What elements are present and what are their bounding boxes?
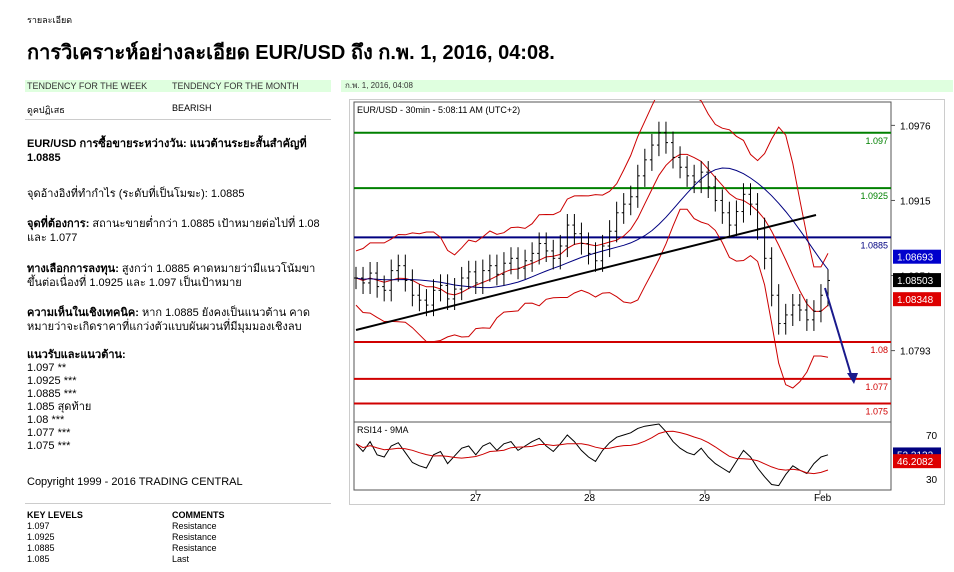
pivot-text: จุดอ้างอิงที่ทำกำไร (ระดับที่เป็นโมฆะ): … xyxy=(27,188,245,200)
alternative-label: ทางเลือกการลงทุน: xyxy=(27,263,119,275)
price-axis-label: 1.0915 xyxy=(900,196,931,207)
alternative-text: สูงกว่า 1.0885 คาดหมายว่ามีแนวโน้มขาขึ้น… xyxy=(27,263,316,289)
x-axis-label: 27 xyxy=(470,493,482,504)
rsi-axis-label: 70 xyxy=(926,431,938,442)
level-item: 1.097 ** xyxy=(27,362,67,374)
tab-tendency-week[interactable]: TENDENCY FOR THE WEEK xyxy=(27,81,148,91)
key-levels-header: KEY LEVELS xyxy=(27,510,83,520)
divider xyxy=(25,503,331,504)
long-moving-average xyxy=(355,167,829,289)
price-axis-label: 1.0793 xyxy=(900,347,931,358)
trend-value: BEARISH xyxy=(172,103,212,113)
price-tag xyxy=(893,273,941,288)
page-title: การวิเคราะห์อย่างละเอียด EUR/USD ถึง ก.พ… xyxy=(27,42,555,64)
x-axis-label: Feb xyxy=(814,493,832,504)
key-level-comment: Resistance xyxy=(172,521,217,531)
comments-col: COMMENTS Resistance Resistance Resistanc… xyxy=(172,510,225,565)
rsi-value-tag xyxy=(893,454,941,469)
tendency-tabs: TENDENCY FOR THE WEEK TENDENCY FOR THE M… xyxy=(25,80,331,92)
price-axis-label: 1.0976 xyxy=(900,121,931,132)
level-item: 1.077 *** xyxy=(27,427,71,439)
level-item: 1.085 สุดท้าย xyxy=(27,401,92,413)
level-label: 1.0925 xyxy=(860,191,888,201)
price-tag-label: 1.08693 xyxy=(897,253,934,264)
level-label: 1.075 xyxy=(865,407,888,417)
chart-container: EUR/USD - 30min - 5:08:11 AM (UTC+2) RSI… xyxy=(349,86,945,505)
technical-comment: ความเห็นในเชิงเทคนิค: หาก 1.0885 ยังคงเป… xyxy=(27,306,327,334)
moving-average xyxy=(355,153,829,312)
price-chart: EUR/USD - 30min - 5:08:11 AM (UTC+2) RSI… xyxy=(353,86,941,504)
levels-title: แนวรับและแนวต้าน: xyxy=(27,349,126,361)
chart-title: EUR/USD - 30min - 5:08:11 AM (UTC+2) xyxy=(357,105,520,115)
key-level-comment: Resistance xyxy=(172,532,217,542)
uptrend-line xyxy=(355,214,817,331)
comment-label: ความเห็นในเชิงเทคนิค: xyxy=(27,307,139,319)
rsi-value-label: 46.2082 xyxy=(897,457,934,468)
price-tag xyxy=(893,249,941,264)
key-level-value: 1.097 xyxy=(27,521,50,531)
tab-tendency-month[interactable]: TENDENCY FOR THE MONTH xyxy=(172,81,299,91)
key-levels-col: KEY LEVELS 1.097 1.0925 1.0885 1.085 xyxy=(27,510,83,565)
level-label: 1.097 xyxy=(865,136,888,146)
comment-text: หาก 1.0885 ยังคงเป็นแนวต้าน คาดหมายว่าจะ… xyxy=(27,307,310,333)
preferred-scenario: จุดที่ต้องการ: สถานะขายต่ำกว่า 1.0885 เป… xyxy=(27,217,327,245)
analysis-headline: EUR/USD การซื้อขายระหว่างวัน: แนวต้านระย… xyxy=(27,138,307,164)
level-label: 1.08 xyxy=(870,345,888,355)
level-label: 1.0885 xyxy=(860,240,888,250)
alternative-scenario: ทางเลือกการลงทุน: สูงกว่า 1.0885 คาดหมาย… xyxy=(27,262,327,290)
rsi-title: RSI14 - 9MA xyxy=(357,425,409,435)
rsi-line xyxy=(355,423,829,487)
upper-band xyxy=(355,86,829,268)
key-level-value: 1.0925 xyxy=(27,532,55,542)
price-tag-label: 1.08503 xyxy=(897,276,934,287)
level-item: 1.0925 *** xyxy=(27,375,77,387)
x-axis-label: 28 xyxy=(584,493,596,504)
level-item: 1.0885 *** xyxy=(27,388,77,400)
copyright: Copyright 1999 - 2016 TRADING CENTRAL xyxy=(27,476,243,488)
rsi-axis-label: 30 xyxy=(926,475,938,486)
key-level-comment: Resistance xyxy=(172,543,217,553)
divider xyxy=(25,119,331,120)
lower-band xyxy=(355,208,829,389)
comments-header: COMMENTS xyxy=(172,510,225,520)
key-level-value: 1.085 xyxy=(27,554,50,564)
preferred-text: สถานะขายต่ำกว่า 1.0885 เป้าหมายต่อไปที่ … xyxy=(27,218,320,244)
level-item: 1.08 *** xyxy=(27,414,65,426)
breadcrumb[interactable]: รายละเอียด xyxy=(27,15,73,25)
forecast-arrow xyxy=(824,287,853,379)
price-tag xyxy=(893,292,941,307)
forecast-arrowhead xyxy=(847,373,858,384)
x-axis-label: 29 xyxy=(699,493,711,504)
date-bar: ก.พ. 1, 2016, 04:08 xyxy=(341,80,953,92)
key-level-value: 1.0885 xyxy=(27,543,55,553)
levels-list: 1.097 ** 1.0925 *** 1.0885 *** 1.085 สุด… xyxy=(27,362,327,453)
rsi-plot-frame xyxy=(353,421,892,491)
price-tag-label: 1.08348 xyxy=(897,295,934,306)
preferred-label: จุดที่ต้องการ: xyxy=(27,218,90,230)
main-plot-frame xyxy=(353,101,892,423)
trend-label: ดูคปฏิเสธ xyxy=(27,105,65,115)
level-label: 1.077 xyxy=(865,382,888,392)
level-item: 1.075 *** xyxy=(27,440,71,452)
rsi-ma-line xyxy=(355,430,829,475)
key-level-comment: Last xyxy=(172,554,190,564)
